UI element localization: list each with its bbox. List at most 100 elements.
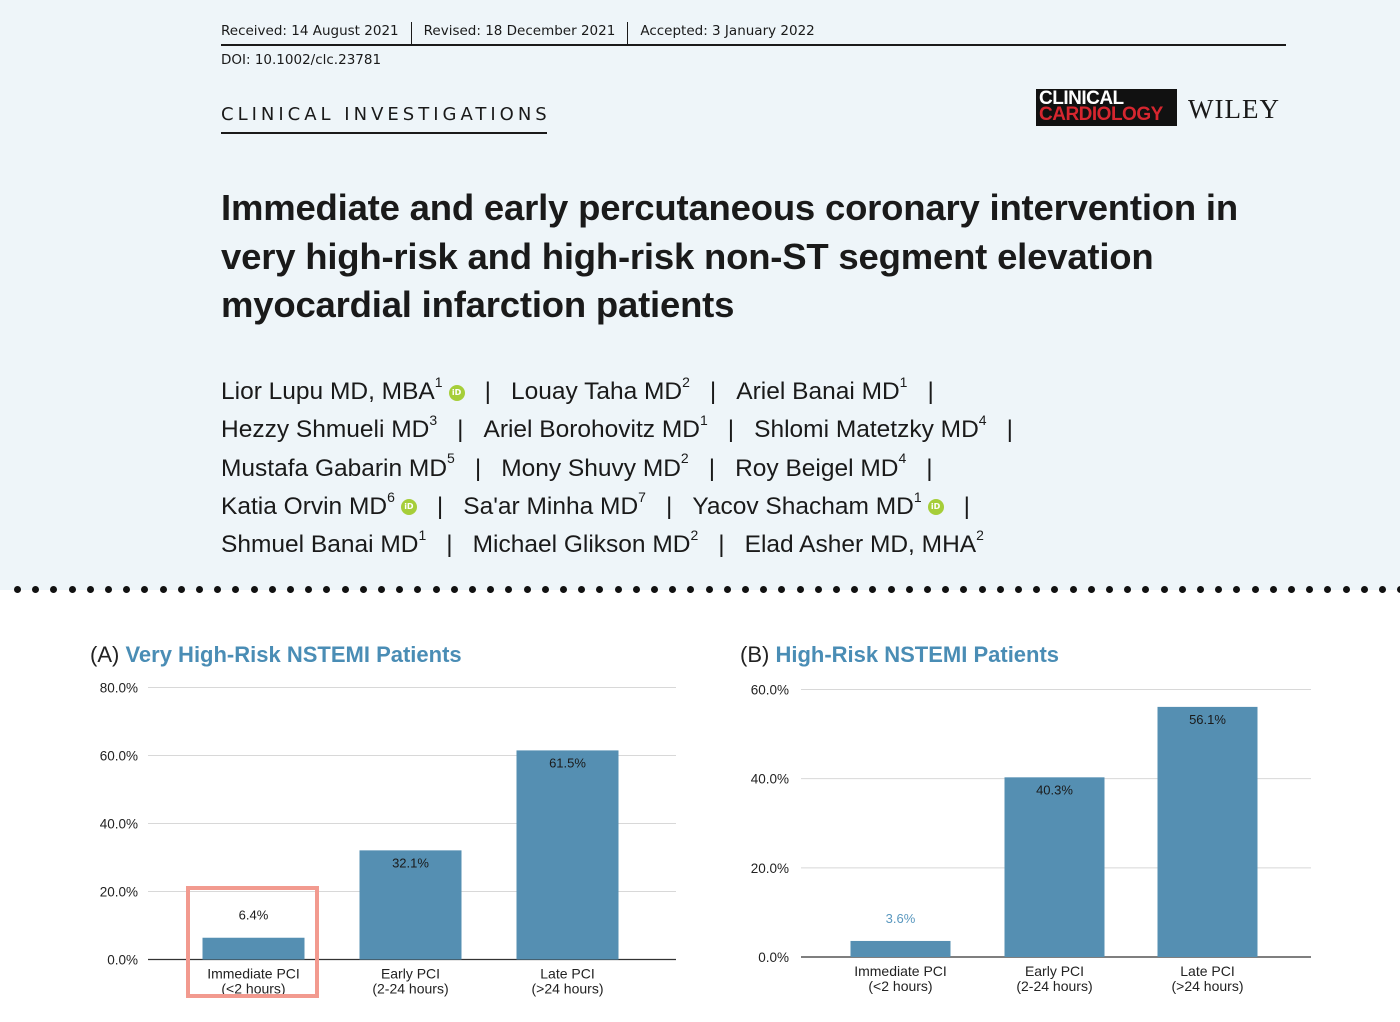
author[interactable]: Lior Lupu MD, MBA1 iD (221, 375, 465, 405)
bar (850, 940, 951, 957)
author[interactable]: Elad Asher MD, MHA2 (745, 528, 984, 558)
x-tick-label: Late PCI (540, 966, 594, 982)
author[interactable]: Louay Taha MD2 (510, 375, 690, 405)
chart-a: 0.0% 20.0% 40.0% 60.0% 80.0% 6.4% Immediate PC… (100, 681, 676, 997)
bar (1157, 706, 1258, 957)
bar (516, 750, 619, 960)
author-affiliation: 1 (899, 373, 908, 390)
author-separator: | (446, 531, 453, 559)
x-tick-label: (2-24 hours) (1016, 978, 1092, 994)
author-separator: | (727, 416, 735, 444)
author[interactable]: Katia Orvin MD6 iD (221, 490, 417, 520)
orcid-icon[interactable]: iD (400, 499, 417, 516)
author-affiliation: 3 (429, 412, 438, 429)
author-name: Shmuel Banai MD (221, 531, 419, 559)
x-tick-label: Early PCI (1025, 963, 1084, 979)
article-title: Immediate and early percutaneous coronar… (221, 187, 1238, 325)
author-row: Shmuel Banai MD1 | Michael Glikson MD2 | Ela… (221, 526, 1033, 564)
bar (1004, 777, 1105, 957)
data-label: 56.1% (1189, 712, 1226, 727)
author-separator: | (718, 531, 725, 559)
author-name: Michael Glikson MD (472, 531, 691, 559)
x-tick-label: (<2 hours) (221, 981, 285, 997)
chart-b-title-text: High-Risk NSTEMI Patients (775, 642, 1060, 667)
y-tick-label: 20.0% (100, 885, 138, 900)
chart-a-panel-label: (A) (90, 642, 120, 667)
author-name: Katia Orvin MD (221, 492, 388, 520)
author-name: Sa'ar Minha MD (463, 492, 639, 520)
chart-a-title-text: Very High-Risk NSTEMI Patients (125, 642, 462, 667)
author-name: Mustafa Gabarin MD (221, 454, 448, 482)
author-affiliation: 2 (682, 373, 690, 390)
author[interactable]: Mustafa Gabarin MD5 (221, 451, 455, 482)
author[interactable]: Ariel Banai MD1 (736, 375, 907, 405)
chart-a-title: (A) Very High-Risk NSTEMI Patients (90, 642, 462, 668)
dotted-separator (0, 586, 1400, 596)
author-separator: | (436, 492, 444, 520)
y-tick-label: 40.0% (751, 772, 789, 787)
author-name: Shlomi Matetzky MD (754, 416, 979, 444)
author-affiliation: 2 (976, 527, 984, 544)
doi[interactable]: DOI: 10.1002/clc.23781 (221, 52, 382, 68)
data-label: 3.6% (886, 911, 916, 926)
author[interactable]: Hezzy Shmueli MD3 (221, 413, 437, 444)
x-tick-label: Immediate PCI (854, 963, 947, 979)
chart-b-panel-label: (B) (740, 642, 770, 667)
orcid-icon[interactable]: iD (927, 499, 944, 516)
author-row: Hezzy Shmueli MD3 | Ariel Borohovitz MD1 | S… (221, 411, 1033, 449)
y-tick-label: 0.0% (107, 953, 138, 968)
journal-logo-line2: CARDIOLOGY (1039, 104, 1163, 125)
data-label: 32.1% (392, 855, 429, 870)
author-name: Mony Shuvy MD (501, 454, 681, 482)
author-separator: | (484, 378, 491, 405)
received-date: Received: 14 August 2021 (221, 22, 412, 44)
author-separator: | (926, 454, 933, 482)
data-label: 40.3% (1036, 782, 1073, 797)
y-tick-label: 60.0% (100, 749, 138, 764)
author[interactable]: Ariel Borohovitz MD1 (483, 413, 707, 444)
author-affiliation: 5 (447, 450, 455, 467)
author-separator: | (708, 454, 716, 482)
chart-b: 0.0% 20.0% 40.0% 60.0% 3.6% Immediate PCI(<2 … (751, 683, 1311, 994)
journal-logo-line1: CLINICAL (1039, 88, 1124, 109)
author-separator: | (709, 378, 717, 405)
author[interactable]: Roy Beigel MD4 (735, 451, 906, 481)
orcid-icon[interactable]: iD (448, 384, 465, 401)
author[interactable]: Sa'ar Minha MD7 (463, 490, 646, 520)
author-separator: | (665, 492, 673, 520)
x-tick-label: (<2 hours) (868, 978, 932, 994)
x-tick-label: (2-24 hours) (372, 981, 448, 997)
author[interactable]: Yacov Shacham MD1 iD (692, 490, 944, 520)
x-tick-label: (>24 hours) (1172, 978, 1244, 994)
data-label: 61.5% (549, 755, 586, 770)
divider (221, 44, 1286, 46)
journal-logo: CLINICAL CARDIOLOGY (1036, 89, 1177, 126)
author[interactable]: Mony Shuvy MD2 (501, 451, 689, 482)
section-underline (221, 132, 547, 134)
author-affiliation: 7 (638, 488, 646, 505)
author-separator: | (963, 492, 970, 520)
y-tick-label: 80.0% (100, 681, 138, 696)
y-tick-label: 20.0% (751, 861, 789, 876)
author[interactable]: Shmuel Banai MD1 (221, 528, 426, 559)
x-tick-label: Immediate PCI (207, 966, 300, 982)
data-label: 6.4% (239, 908, 269, 923)
author-separator: | (457, 416, 464, 444)
author-affiliation: 4 (978, 412, 987, 429)
author-name: Lior Lupu MD, MBA (221, 378, 435, 405)
author-affiliation: 6 (387, 488, 395, 505)
author-name: Louay Taha MD (510, 378, 683, 405)
author-separator: | (474, 454, 482, 482)
y-tick-label: 40.0% (100, 817, 138, 832)
accepted-date: Accepted: 3 January 2022 (640, 23, 815, 39)
author-name: Ariel Borohovitz MD (483, 416, 700, 444)
author[interactable]: Michael Glikson MD2 (472, 528, 699, 559)
bar (359, 850, 462, 960)
author-affiliation: 4 (898, 450, 907, 467)
section-label: CLINICAL INVESTIGATIONS (221, 104, 551, 125)
publisher-logo: WILEY (1188, 94, 1280, 124)
author-affiliation: 1 (913, 488, 922, 505)
author-affiliation: 1 (418, 527, 427, 544)
author[interactable]: Shlomi Matetzky MD4 (754, 413, 986, 444)
author-name: Hezzy Shmueli MD (221, 416, 430, 444)
